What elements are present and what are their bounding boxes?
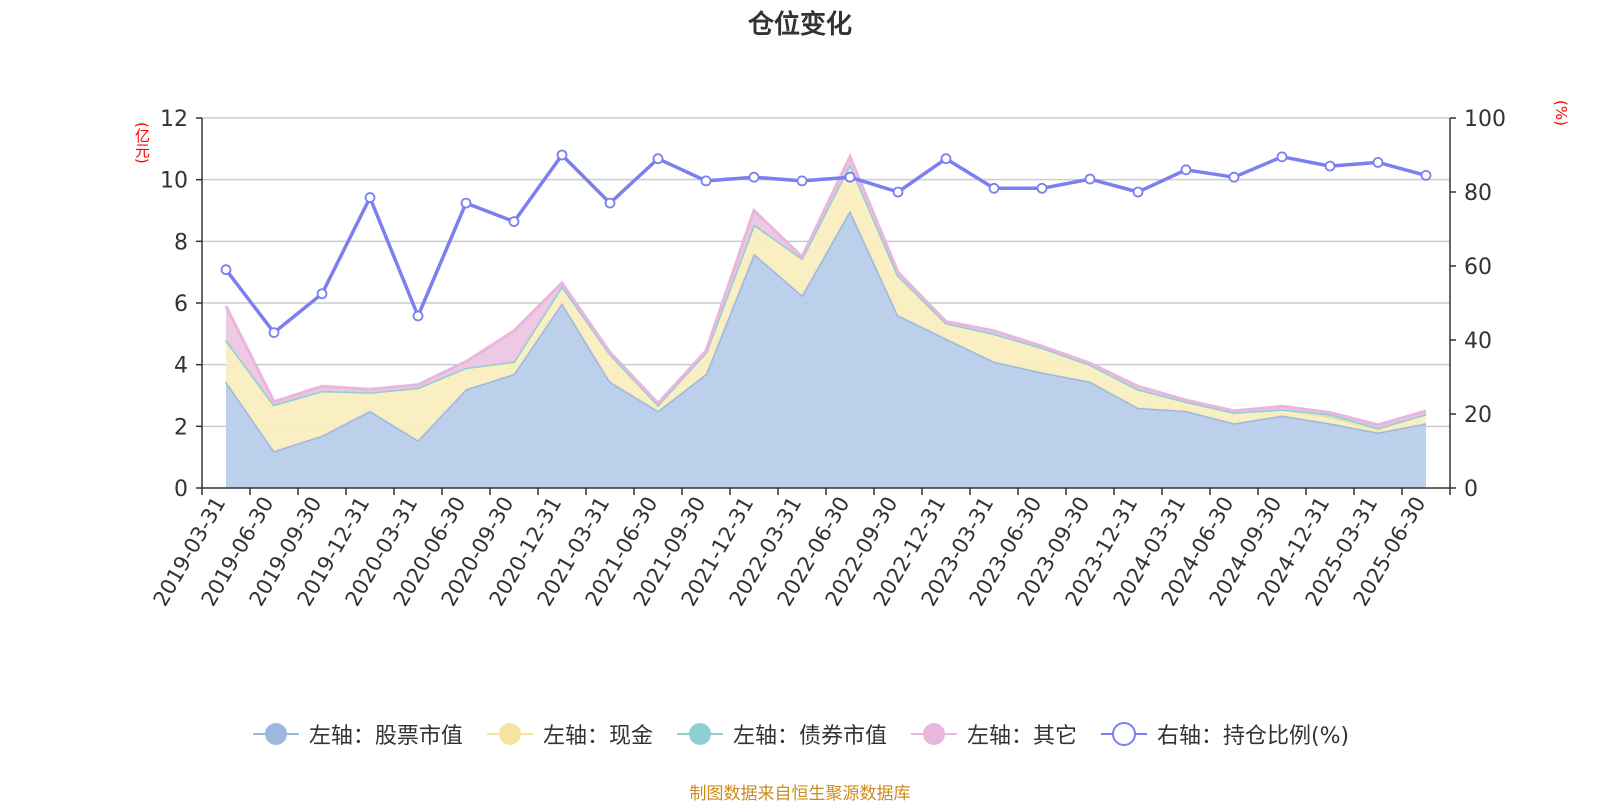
- left-tick-label: 8: [174, 230, 188, 255]
- legend-marker-icon: [676, 723, 723, 745]
- left-axis-unit: (亿元): [133, 122, 151, 164]
- ratio-point: [508, 216, 520, 228]
- legend-label: 左轴：股票市值: [308, 724, 463, 749]
- legend-label: 右轴：持仓比例(%): [1156, 724, 1350, 749]
- ratio-point: [1180, 164, 1192, 176]
- legend-marker-icon: [486, 723, 533, 745]
- legend-item[interactable]: 左轴：其它: [909, 718, 1077, 750]
- ratio-point: [1372, 156, 1384, 168]
- chart-title: 仓位变化: [747, 10, 852, 40]
- ratio-point: [604, 197, 616, 209]
- ratio-point: [892, 186, 904, 198]
- ratio-point: [268, 327, 280, 339]
- ratio-point: [652, 153, 664, 165]
- right-tick-label: 0: [1464, 477, 1478, 502]
- chart-legend: 左轴：股票市值 左轴：现金 左轴：债券市值 左轴：其它 右轴：持仓比例(%): [0, 718, 1600, 750]
- left-tick-label: 10: [160, 169, 188, 194]
- ratio-point: [796, 175, 808, 187]
- area-series-0: [226, 210, 1426, 488]
- legend-marker-icon: [1100, 722, 1147, 746]
- ratio-point: [1036, 182, 1048, 194]
- ratio-point: [940, 153, 952, 165]
- area-line-3: [224, 152, 1427, 427]
- legend-marker-icon: [252, 723, 299, 745]
- ratio-point: [1084, 173, 1096, 185]
- ratio-line: [224, 153, 1427, 335]
- right-tick-label: 60: [1464, 255, 1492, 280]
- ratio-point: [700, 175, 712, 187]
- area-line-2: [224, 160, 1427, 430]
- ratio-point: [220, 264, 232, 276]
- right-axis-unit: (%): [1552, 100, 1570, 126]
- ratio-point: [1132, 186, 1144, 198]
- ratio-point: [748, 171, 760, 183]
- ratio-point: [844, 171, 856, 183]
- ratio-point: [1276, 151, 1288, 163]
- right-tick-label: 40: [1464, 329, 1492, 354]
- legend-item[interactable]: 左轴：现金: [485, 718, 653, 750]
- ratio-point: [988, 182, 1000, 194]
- left-tick-label: 12: [160, 107, 188, 132]
- ratio-point: [460, 197, 472, 209]
- left-tick-label: 0: [174, 477, 188, 502]
- left-tick-label: 6: [174, 292, 188, 317]
- ratio-point: [1228, 171, 1240, 183]
- ratio-point: [412, 310, 424, 322]
- legend-item[interactable]: 右轴：持仓比例(%): [1099, 718, 1349, 750]
- position-change-chart: 0246810120204060801002019-03-312019-06-3…: [149, 107, 1506, 610]
- ratio-point: [316, 288, 328, 300]
- area-series-1: [226, 164, 1426, 452]
- ratio-point: [556, 149, 568, 161]
- area-series-3: [226, 156, 1426, 428]
- legend-label: 左轴：债券市值: [732, 724, 887, 749]
- legend-marker-icon: [910, 723, 957, 745]
- legend-item[interactable]: 左轴：股票市值: [251, 718, 463, 750]
- data-source-note: 制图数据来自恒生聚源数据库: [689, 784, 911, 804]
- left-tick-label: 2: [174, 415, 188, 440]
- right-tick-label: 80: [1464, 181, 1492, 206]
- left-tick-label: 4: [174, 354, 188, 379]
- ratio-point: [1420, 169, 1432, 181]
- legend-item[interactable]: 左轴：债券市值: [675, 718, 887, 750]
- right-tick-label: 100: [1464, 107, 1506, 132]
- legend-label: 左轴：现金: [542, 724, 653, 749]
- legend-label: 左轴：其它: [966, 724, 1077, 749]
- ratio-point: [1324, 160, 1336, 172]
- right-tick-label: 20: [1464, 403, 1492, 428]
- ratio-point: [364, 192, 376, 203]
